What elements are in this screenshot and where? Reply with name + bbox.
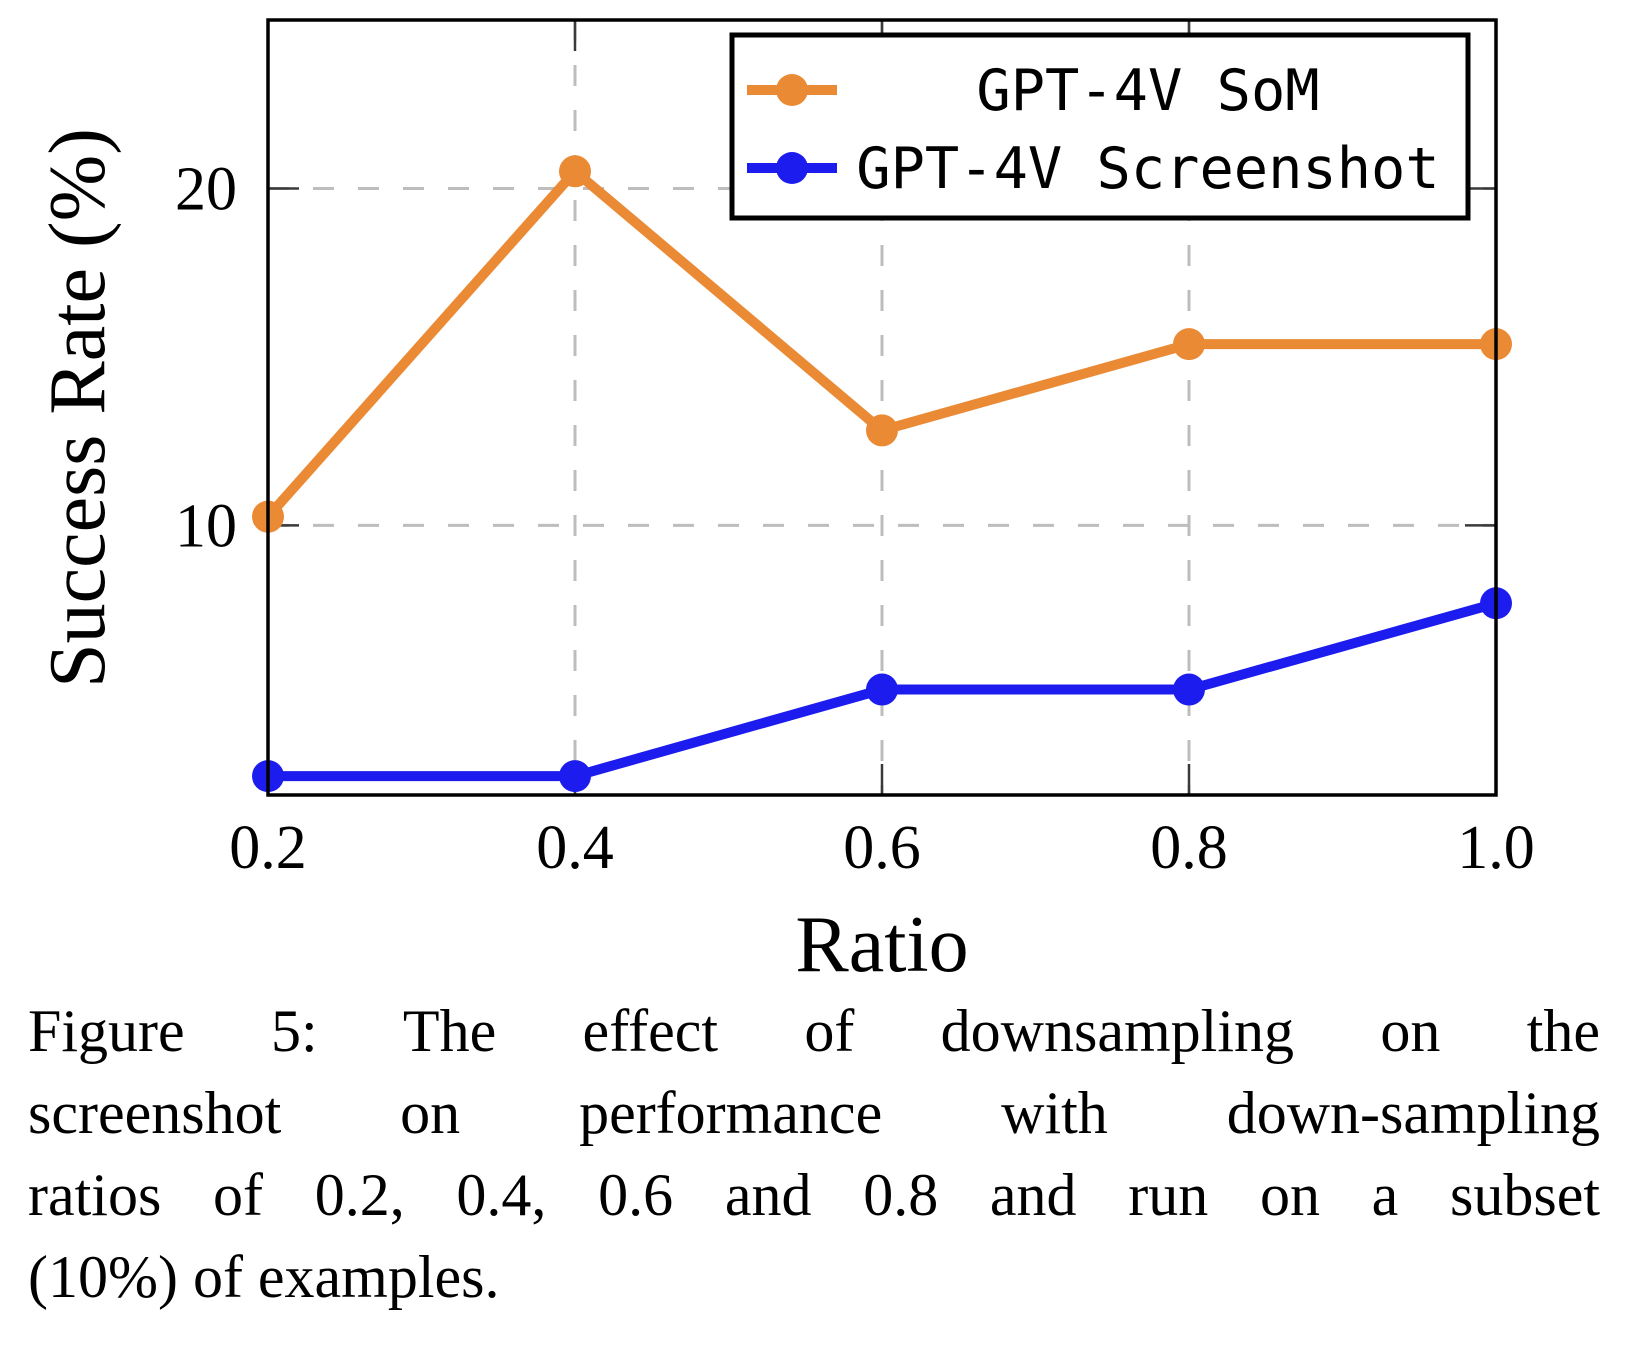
legend-box [729, 32, 1471, 221]
legend: GPT-4V SoM GPT-4V Screenshot [729, 32, 1471, 221]
data-point [559, 760, 591, 793]
legend-label: GPT-4V SoM [976, 58, 1319, 124]
x-tick-label: 0.4 [536, 814, 614, 882]
caption-line: (10%) of examples. [28, 1244, 500, 1310]
data-point [1173, 328, 1205, 361]
legend-sample-marker [776, 152, 808, 184]
x-tick-label: 0.6 [843, 814, 921, 882]
x-tick-label: 1.0 [1457, 814, 1535, 882]
data-point [1173, 673, 1205, 706]
plot-border [266, 18, 1498, 797]
line-chart: 0.2 0.4 0.6 0.8 1.0 10 20 GPT-4V SoM GPT-4V Scre… [34, 18, 1535, 989]
caption-line: screenshot on performance with down-samp… [28, 1080, 1600, 1146]
data-point [559, 155, 591, 188]
figure-caption: Figure 5: The effect of downsampling on … [28, 990, 1600, 1318]
legend-label: GPT-4V Screenshot [856, 136, 1439, 202]
legend-sample-marker [776, 74, 808, 106]
x-axis-title: Ratio [795, 901, 969, 989]
chart-canvas: 0.2 0.4 0.6 0.8 1.0 10 20 GPT-4V SoM GPT-4V Scre… [175, 18, 1535, 882]
data-point [866, 414, 898, 447]
data-point [866, 673, 898, 706]
x-tick-label: 0.8 [1150, 814, 1228, 882]
x-tick-label: 0.2 [229, 814, 307, 882]
y-tick-label: 10 [175, 492, 237, 560]
y-axis-title: Success Rate (%) [34, 128, 122, 688]
caption-line: Figure 5: The effect of downsampling on … [28, 998, 1600, 1064]
y-tick-label: 20 [175, 155, 237, 223]
caption-line: ratios of 0.2, 0.4, 0.6 and 0.8 and run … [28, 1162, 1600, 1228]
